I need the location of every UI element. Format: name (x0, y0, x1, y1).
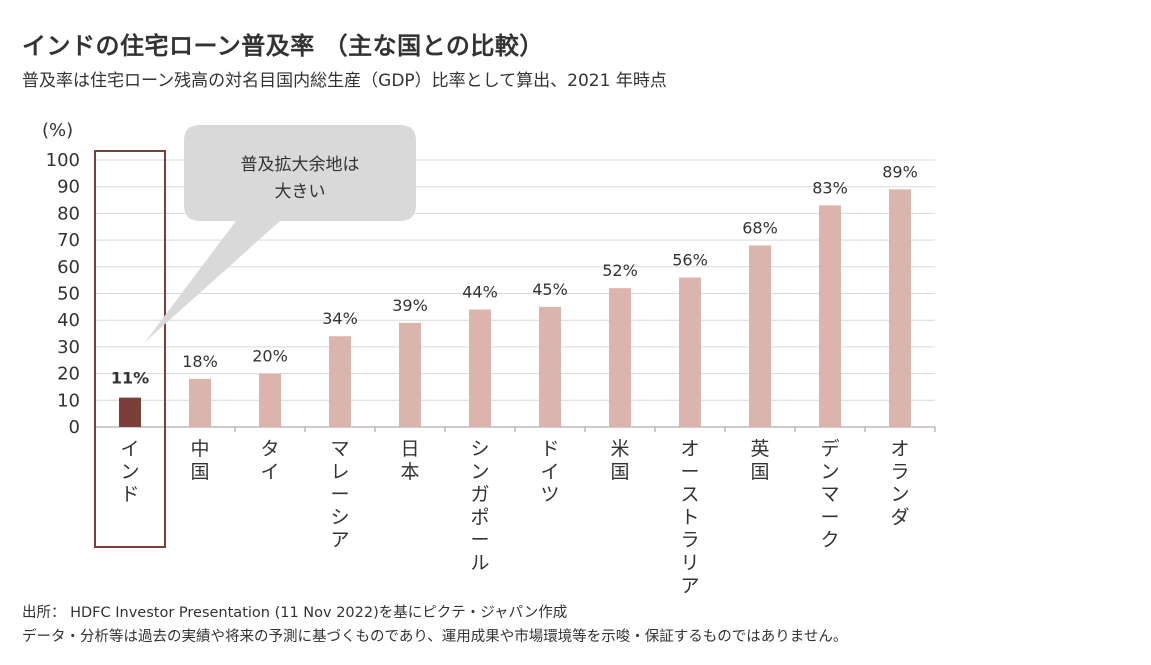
bar-11 (889, 189, 911, 427)
category-label-3: マレーシア (330, 438, 349, 551)
y-tick-label: 70 (57, 230, 80, 251)
chart-subtitle: 普及率は住宅ローン残高の対名目国内総生産（GDP）比率として算出、2021 年時… (22, 71, 667, 91)
bar-2 (259, 373, 281, 427)
y-tick-label: 30 (57, 337, 80, 358)
callout-bubble (145, 125, 416, 342)
data-label-0: 11% (111, 369, 149, 388)
category-label-1: 中国 (190, 438, 209, 483)
bar-6 (539, 306, 561, 427)
category-label-4: 日本 (400, 438, 419, 483)
category-label-5: シンガポール (470, 438, 489, 574)
y-tick-label: 60 (57, 257, 80, 278)
bar-8 (679, 277, 701, 427)
bar-0 (119, 397, 141, 427)
category-label-11: オランダ (890, 438, 909, 528)
category-label-8: オーストラリア (680, 438, 699, 597)
callout-text-line1: 普及拡大余地は (241, 155, 360, 175)
category-label-2: タイ (260, 438, 279, 483)
y-tick-label: 90 (57, 177, 80, 198)
y-tick-label: 50 (57, 284, 80, 305)
disclaimer-note: データ・分析等は過去の実績や将来の予測に基づくものであり、運用成果や市場環境等を… (22, 629, 848, 645)
y-axis-unit-label: (%) (42, 120, 73, 141)
data-label-9: 68% (742, 218, 778, 237)
source-note: 出所： HDFC Investor Presentation (11 Nov 2… (22, 605, 568, 621)
callout-text-line2: 大きい (275, 182, 326, 202)
bar-1 (189, 378, 211, 427)
data-label-5: 44% (462, 283, 498, 302)
bar-3 (329, 336, 351, 427)
category-label-10: デンマーク (820, 438, 839, 551)
data-label-7: 52% (602, 261, 638, 280)
data-label-4: 39% (392, 296, 428, 315)
highlight-box (94, 150, 166, 548)
bar-5 (469, 309, 491, 427)
y-tick-label: 0 (69, 417, 80, 438)
category-label-7: 米国 (610, 438, 629, 483)
data-label-10: 83% (812, 178, 848, 197)
bar-4 (399, 322, 421, 427)
data-label-2: 20% (252, 347, 288, 366)
chart-title: インドの住宅ローン普及率 （主な国との比較） (22, 32, 544, 60)
y-tick-label: 100 (46, 150, 80, 171)
y-tick-label: 10 (57, 390, 80, 411)
y-tick-label: 80 (57, 203, 80, 224)
bar-9 (749, 245, 771, 427)
data-label-11: 89% (882, 162, 918, 181)
data-label-8: 56% (672, 250, 708, 269)
y-tick-label: 20 (57, 364, 80, 385)
y-tick-label: 40 (57, 310, 80, 331)
data-label-6: 45% (532, 280, 568, 299)
category-label-6: ドイツ (540, 438, 559, 506)
bar-10 (819, 205, 841, 427)
bar-7 (609, 288, 631, 427)
data-label-3: 34% (322, 309, 358, 328)
category-label-9: 英国 (750, 438, 769, 483)
data-label-1: 18% (182, 352, 218, 371)
category-label-0: インド (120, 438, 139, 506)
